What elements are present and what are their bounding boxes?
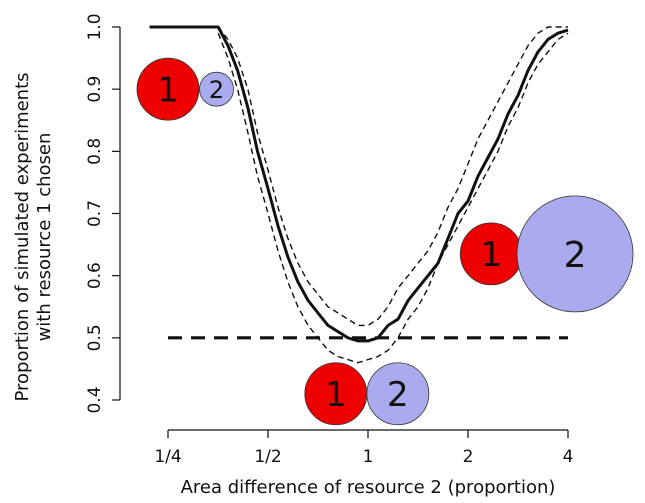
resource-circle-label: 1: [325, 375, 347, 415]
resource-circle-label: 1: [157, 70, 179, 110]
resource-circle-label: 2: [209, 76, 224, 104]
resource-circle-shape: [199, 71, 234, 107]
confidence-band-line-2: [217, 32, 569, 364]
resource-1-circle-4: 1: [459, 222, 523, 286]
y-axis: 0.4 0.5 0.6 0.7 0.8 0.9 1.0: [85, 13, 121, 414]
annotation-group: 1 21 21 2: [136, 57, 634, 426]
resource-circle-label: 2: [564, 235, 587, 276]
resource-circle-label: 1: [480, 235, 502, 275]
y-tick-label: 0.8: [85, 138, 105, 165]
resource-circle-label: 2: [387, 375, 409, 415]
resource-circle-shape: [136, 57, 200, 121]
confidence-band-line-1: [217, 26, 568, 327]
y-tick-label: 1.0: [85, 13, 105, 40]
y-axis-title: Proportion of simulated experiments with…: [12, 72, 55, 401]
x-axis-title: Area difference of resource 2 (proportio…: [181, 477, 556, 498]
series-group: [149, 25, 569, 364]
x-tick-label: 4: [563, 447, 574, 467]
y-tick-label: 0.9: [85, 76, 105, 103]
y-tick-label: 0.6: [85, 262, 105, 289]
resource-1-circle-0: 1: [136, 57, 200, 121]
y-axis-title-line-2: with resource 1 chosen: [34, 133, 55, 342]
x-tick-label: 1/2: [254, 447, 281, 467]
x-tick-label: 1: [363, 447, 374, 467]
y-tick-label: 0.7: [85, 200, 105, 227]
y-tick-label: 0.5: [85, 324, 105, 351]
y-axis-title-line-1: Proportion of simulated experiments: [12, 72, 33, 401]
resource-circle-shape: [516, 195, 634, 313]
x-tick-label: 1/4: [154, 447, 181, 467]
resource-2-circle-5: 2: [516, 195, 634, 313]
resource-1-circle-2: 1: [304, 362, 368, 426]
x-axis: 1/4 1/2 1 2 4: [154, 429, 574, 467]
resource-2-circle-1: 2: [199, 71, 234, 107]
resource-circle-shape: [366, 362, 430, 426]
x-tick-label: 2: [463, 447, 474, 467]
resource-2-circle-3: 2: [366, 362, 430, 426]
mean-proportion-line: [149, 25, 569, 343]
y-tick-label: 0.4: [85, 386, 105, 413]
